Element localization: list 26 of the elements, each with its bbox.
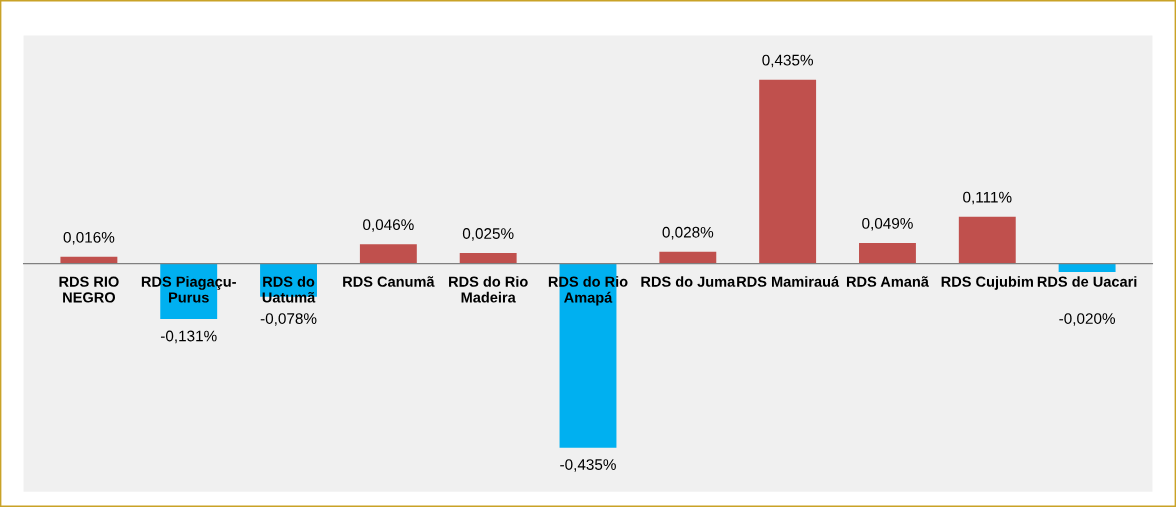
data-label: -0,131% [160, 330, 217, 344]
data-label: 0,025% [462, 228, 514, 241]
x-tick-label: RDS Cujubim [941, 276, 1033, 290]
x-tick-label: RDS Canumã [343, 276, 435, 287]
x-tick-label: RDS do Juma [641, 276, 736, 287]
bar [958, 216, 1016, 264]
data-label: 0,111% [963, 191, 1012, 205]
bar [759, 79, 817, 264]
data-label: -0,078% [260, 313, 317, 326]
x-tick-label: RDS do Rio Madeira [449, 276, 528, 303]
data-label: -0,020% [1059, 313, 1116, 326]
bar [859, 242, 916, 264]
data-label: 0,435% [762, 54, 814, 68]
bar [359, 244, 417, 264]
bar [459, 253, 517, 264]
x-tick-label: RDS RIO NEGRO [59, 276, 119, 303]
data-label: 0,028% [662, 226, 714, 240]
data-label: 0,049% [862, 217, 913, 231]
bar [1058, 263, 1116, 273]
x-tick-label: RDS Amanã [846, 276, 929, 287]
data-label: 0,016% [63, 231, 115, 245]
bar [659, 251, 717, 264]
x-tick-label: RDS de Uacari [1037, 276, 1137, 287]
data-label: 0,046% [363, 219, 414, 232]
data-label: -0,435% [560, 459, 616, 472]
x-tick-label: RDS Mamirauá [737, 276, 840, 287]
